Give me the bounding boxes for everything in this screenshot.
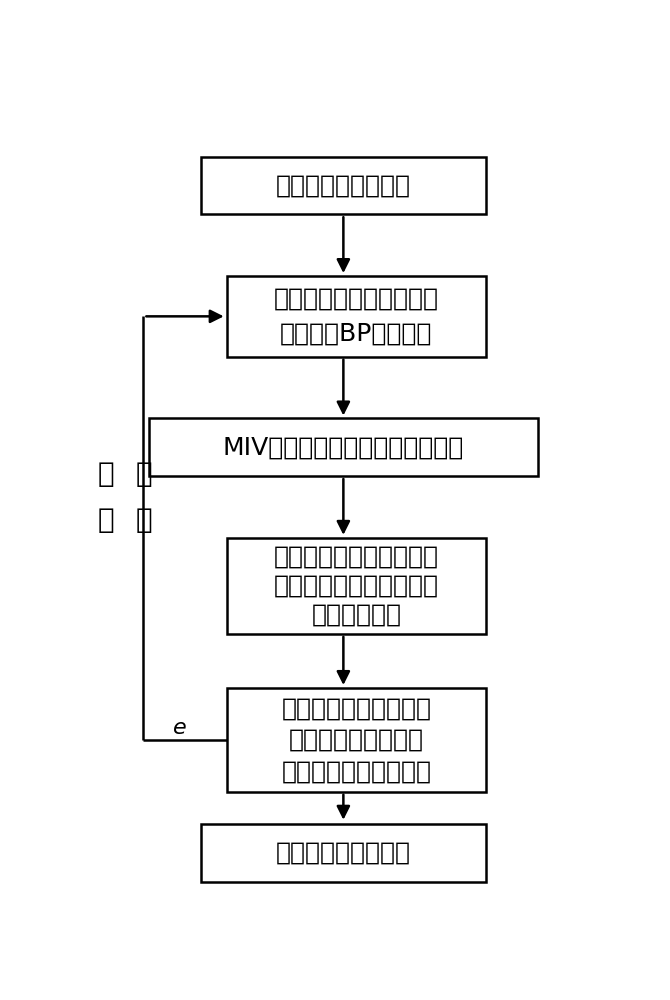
FancyBboxPatch shape xyxy=(226,538,486,634)
Text: e: e xyxy=(173,718,187,738)
Text: 的输入参数，通过神经网: 的输入参数，通过神经网 xyxy=(274,574,439,598)
Text: 馈: 馈 xyxy=(97,506,114,534)
Text: 修: 修 xyxy=(135,460,152,488)
Text: 选取预测混合料水分含量: 选取预测混合料水分含量 xyxy=(274,545,439,569)
FancyBboxPatch shape xyxy=(149,418,538,476)
FancyBboxPatch shape xyxy=(200,157,486,214)
Text: 采集到的数据作为训练样: 采集到的数据作为训练样 xyxy=(274,287,439,311)
Text: 本，训练BP神经网络: 本，训练BP神经网络 xyxy=(280,322,433,346)
Text: 正: 正 xyxy=(135,506,152,534)
FancyBboxPatch shape xyxy=(226,688,486,792)
Text: 混合料含水量预测値: 混合料含水量预测値 xyxy=(276,841,411,865)
Text: 値，重新训练神经网络: 値，重新训练神经网络 xyxy=(281,759,431,783)
Text: 反: 反 xyxy=(97,460,114,488)
Text: 目标値偏差超过一定: 目标値偏差超过一定 xyxy=(289,728,424,752)
FancyBboxPatch shape xyxy=(226,276,486,357)
FancyBboxPatch shape xyxy=(200,824,486,882)
Text: 络得到预测値: 络得到预测値 xyxy=(312,603,401,627)
Text: 定期检测，当预测値与: 定期检测，当预测値与 xyxy=(281,696,431,720)
Text: 采集原料含水量信息: 采集原料含水量信息 xyxy=(276,173,411,197)
Text: MIV算法筛选自变量得到输入参数: MIV算法筛选自变量得到输入参数 xyxy=(222,435,464,459)
